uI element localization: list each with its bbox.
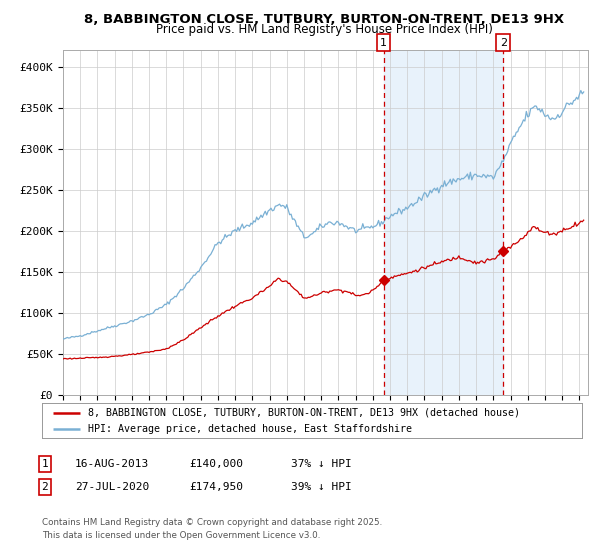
Text: Contains HM Land Registry data © Crown copyright and database right 2025.
This d: Contains HM Land Registry data © Crown c… [42, 518, 382, 539]
Text: 1: 1 [41, 459, 49, 469]
Text: 16-AUG-2013: 16-AUG-2013 [75, 459, 149, 469]
Text: Price paid vs. HM Land Registry's House Price Index (HPI): Price paid vs. HM Land Registry's House … [155, 22, 493, 36]
Text: 8, BABBINGTON CLOSE, TUTBURY, BURTON-ON-TRENT, DE13 9HX: 8, BABBINGTON CLOSE, TUTBURY, BURTON-ON-… [84, 13, 564, 26]
Text: 8, BABBINGTON CLOSE, TUTBURY, BURTON-ON-TRENT, DE13 9HX (detached house): 8, BABBINGTON CLOSE, TUTBURY, BURTON-ON-… [88, 408, 520, 418]
Text: 2: 2 [500, 38, 507, 48]
Text: 1: 1 [380, 38, 387, 48]
Text: 37% ↓ HPI: 37% ↓ HPI [291, 459, 352, 469]
Text: £174,950: £174,950 [189, 482, 243, 492]
Text: HPI: Average price, detached house, East Staffordshire: HPI: Average price, detached house, East… [88, 423, 412, 433]
Bar [383, 50, 503, 395]
Text: £140,000: £140,000 [189, 459, 243, 469]
Text: 39% ↓ HPI: 39% ↓ HPI [291, 482, 352, 492]
Text: 27-JUL-2020: 27-JUL-2020 [75, 482, 149, 492]
Text: 2: 2 [41, 482, 49, 492]
